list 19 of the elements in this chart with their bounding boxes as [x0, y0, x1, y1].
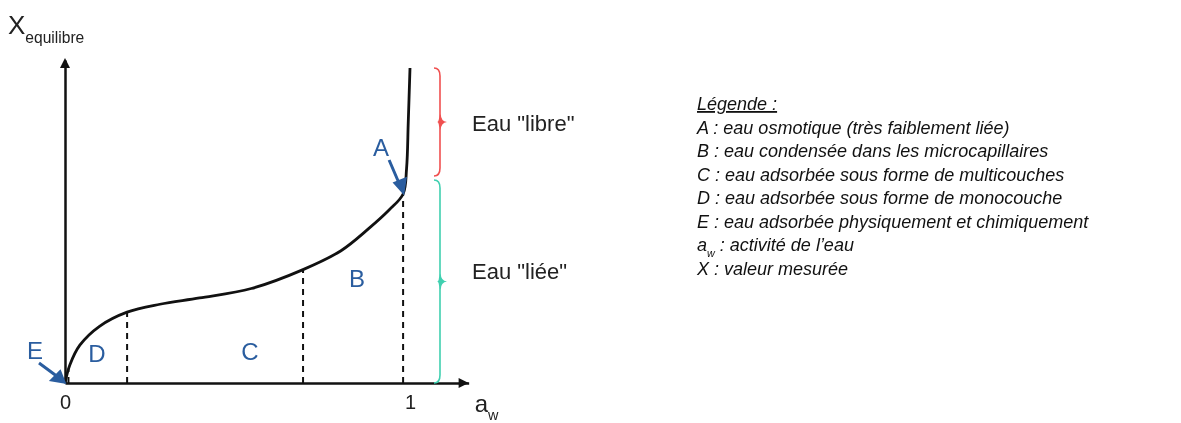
- text: X : valeur mesurée: [696, 258, 849, 279]
- annotation: B: [348, 265, 366, 292]
- annotation: C: [241, 338, 259, 365]
- x-tick-label: 1: [404, 391, 417, 414]
- annotation: A: [373, 134, 390, 161]
- text: Légende :: [697, 94, 778, 114]
- text: a$_{w}$ : activité de l’eau: [697, 235, 854, 259]
- text: B : eau condensée dans les microcapillaires: [697, 141, 1049, 161]
- x-tick-label: 0: [59, 391, 72, 414]
- text: Eau "libre": [472, 111, 575, 136]
- y-axis-title: X$_{equilibre}$: [8, 10, 85, 46]
- text: A : eau osmotique (très faiblement liée): [696, 117, 1010, 138]
- annotation: D: [88, 340, 106, 367]
- text: E : eau adsorbée physiquement et chimiquement: [697, 211, 1090, 232]
- text: C : eau adsorbée sous forme de multicouches: [697, 164, 1065, 185]
- x-axis-title: a$_{w}$: [474, 390, 500, 423]
- text: Eau "liée": [472, 259, 568, 284]
- text: D : eau adsorbée sous forme de monocouche: [697, 188, 1063, 208]
- annotation: E: [27, 337, 44, 364]
